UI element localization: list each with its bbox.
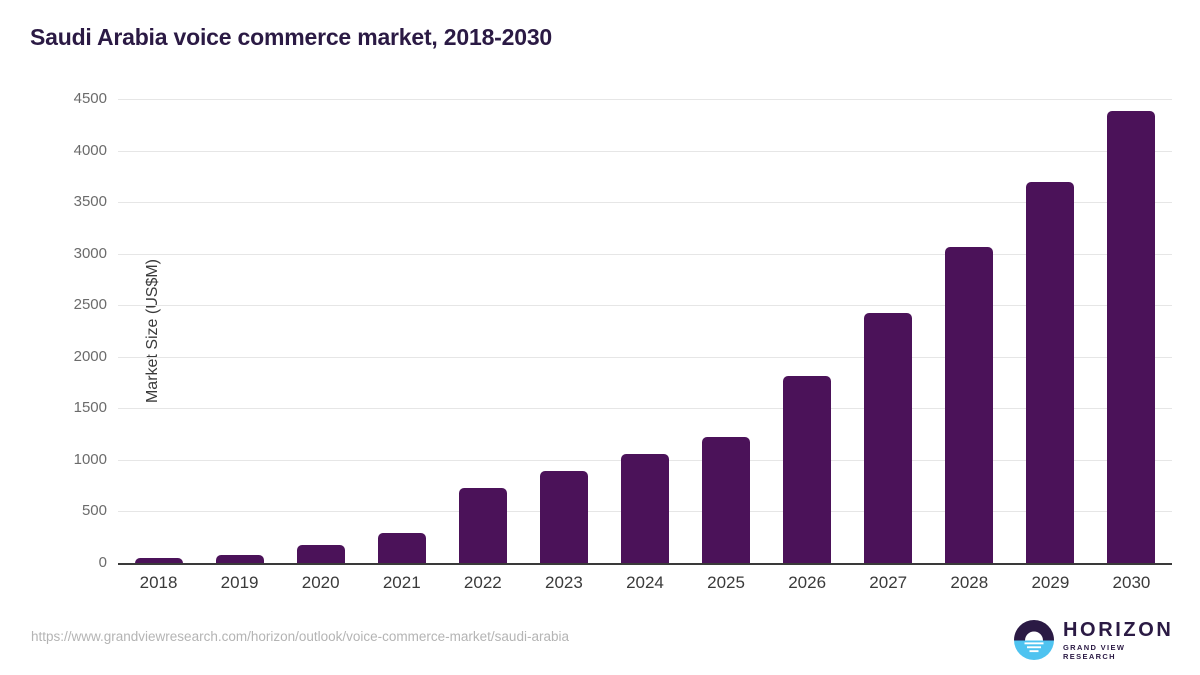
bar-2019[interactable] — [215, 554, 264, 563]
x-axis-tick-label: 2029 — [1031, 573, 1070, 592]
y-axis-tick-label: 2500 — [73, 296, 107, 314]
bar-2020[interactable] — [296, 545, 345, 563]
gridline — [118, 202, 1172, 204]
gridline — [118, 99, 1172, 100]
x-axis-line — [118, 563, 1172, 565]
x-axis-tick-label: 2023 — [544, 573, 583, 592]
bar-2021[interactable] — [377, 533, 426, 563]
plot-area — [118, 99, 1172, 563]
x-axis-tick-label: 2021 — [382, 573, 421, 592]
y-axis-tick-label: 3500 — [73, 193, 107, 211]
gridline — [118, 408, 1172, 410]
x-axis-tick-label: 2022 — [463, 573, 502, 592]
bar-2030[interactable] — [1107, 111, 1156, 563]
x-axis-tick-label: 2026 — [788, 573, 827, 592]
x-axis-tick-label: 2019 — [220, 573, 259, 592]
bar-2025[interactable] — [702, 437, 751, 563]
gridline — [118, 305, 1172, 307]
bar-2022[interactable] — [458, 487, 507, 563]
x-axis-tick-label: 2020 — [301, 573, 340, 592]
bar-2029[interactable] — [1026, 181, 1075, 563]
y-axis-tick-label: 3000 — [73, 244, 107, 262]
y-axis-tick-label: 500 — [81, 502, 107, 520]
gridline — [118, 253, 1172, 255]
y-axis-tick-label: 1000 — [73, 450, 107, 468]
y-axis-tick-label: 4500 — [73, 90, 107, 107]
y-axis-tick-label: 2000 — [73, 347, 107, 365]
bar-2018[interactable] — [134, 557, 183, 563]
page-title: Saudi Arabia voice commerce market, 2018… — [30, 24, 552, 50]
logo-name: HORIZON — [1063, 619, 1174, 641]
bar-2027[interactable] — [864, 313, 913, 563]
x-axis-tick-label: 2025 — [707, 573, 745, 592]
x-axis-tick-label: 2027 — [869, 573, 908, 592]
x-axis-tick-label: 2018 — [139, 573, 178, 592]
source-url[interactable]: https://www.grandviewresearch.com/horizo… — [31, 629, 569, 644]
x-axis-tick-label: 2028 — [950, 573, 989, 592]
x-axis-tick-label: 2030 — [1112, 573, 1151, 592]
y-axis-tick-label: 4000 — [73, 141, 107, 159]
brand-logo[interactable]: HORIZON GRAND VIEW RESEARCH — [1014, 617, 1174, 663]
bar-2024[interactable] — [621, 453, 669, 563]
bar-2026[interactable] — [783, 376, 832, 563]
logo-wordmark: HORIZON GRAND VIEW RESEARCH — [1063, 619, 1174, 662]
x-axis-tick-label: 2024 — [626, 573, 664, 592]
y-axis-tick-label: 0 — [98, 554, 107, 571]
logo-tagline: GRAND VIEW RESEARCH — [1063, 643, 1126, 661]
gridline — [118, 356, 1172, 358]
y-axis-tick-label: 1500 — [73, 399, 107, 417]
bar-2028[interactable] — [945, 247, 994, 563]
bar-2023[interactable] — [539, 471, 588, 563]
horizon-sunrise-circle-icon — [1014, 620, 1054, 660]
gridline — [118, 150, 1172, 152]
